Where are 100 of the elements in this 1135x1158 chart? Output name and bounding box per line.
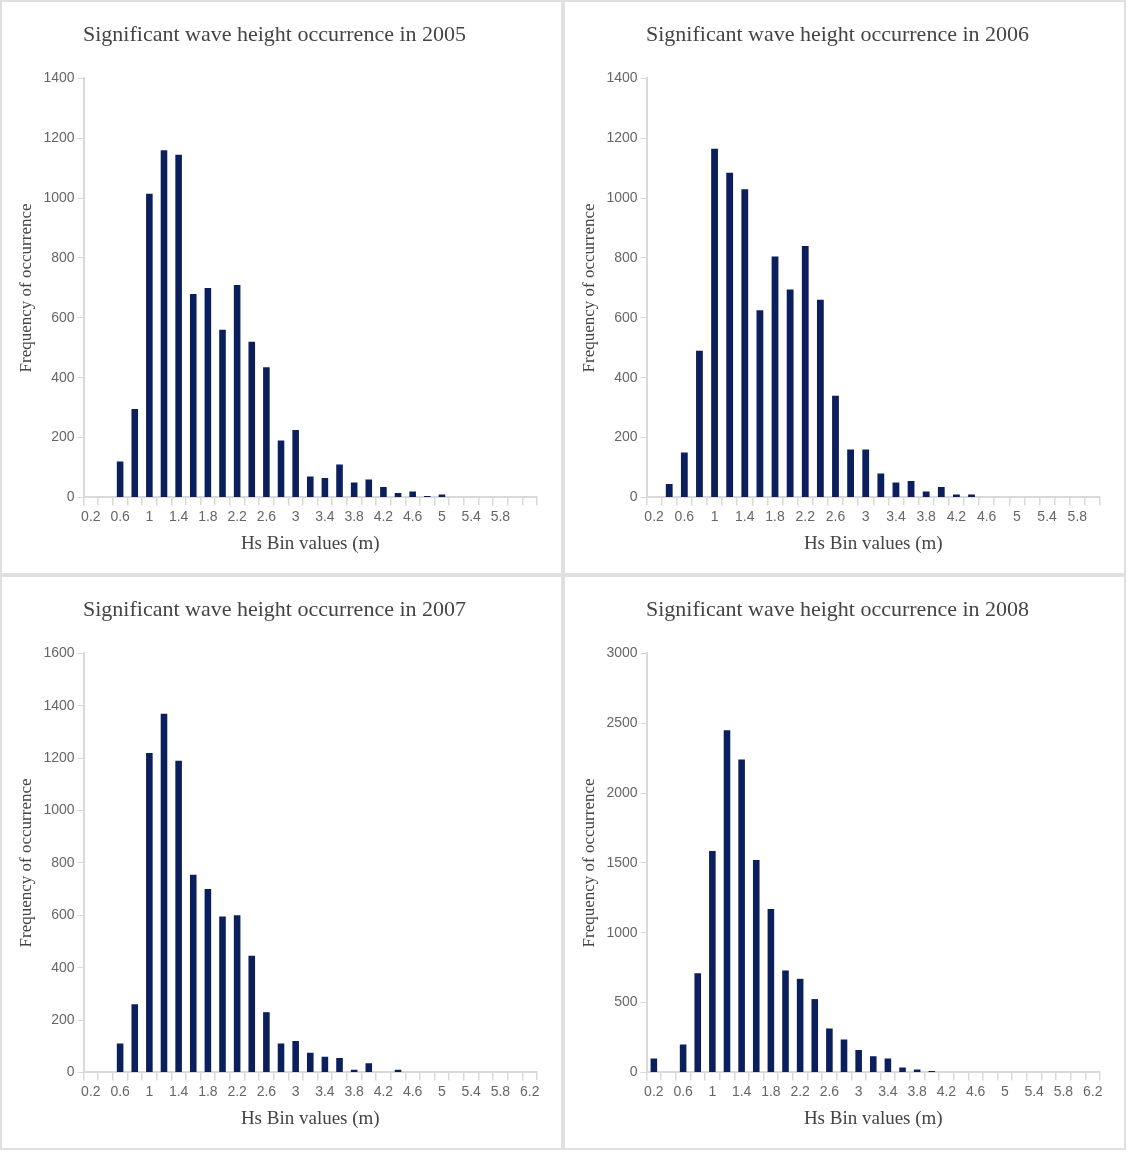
bar: [233, 284, 241, 497]
y-tick-label: 2500: [606, 714, 638, 731]
x-tick-label: 0.2: [81, 1082, 101, 1099]
y-tick-label: 1400: [43, 69, 75, 86]
x-tick-label: 0.6: [674, 507, 695, 524]
x-tick-label: 2.6: [256, 1082, 277, 1099]
x-tick-label: 0.6: [110, 1082, 131, 1099]
x-tick-label: 0.2: [644, 507, 665, 524]
y-tick-label: 1000: [606, 923, 638, 940]
x-axis-title: Hs Bin values (m): [240, 1106, 380, 1129]
x-tick-label: 1.8: [198, 1082, 218, 1099]
bar: [832, 395, 839, 497]
x-tick-label: 4.2: [936, 1082, 957, 1099]
x-tick-label: 4.6: [402, 1082, 423, 1099]
bar: [884, 1058, 892, 1072]
x-tick-label: 1: [145, 1082, 154, 1099]
y-tick-label: 0: [629, 488, 638, 505]
bar: [189, 293, 197, 497]
x-tick-label: 2.6: [825, 507, 846, 524]
x-tick-label: 0.2: [644, 1082, 664, 1099]
x-tick-label: 0.2: [81, 507, 101, 524]
bar: [292, 1040, 299, 1072]
y-tick-label: 1000: [43, 188, 75, 205]
y-tick-label: 800: [614, 248, 638, 265]
y-tick-label: 0: [66, 488, 75, 505]
bar: [365, 1063, 373, 1072]
x-tick-label: 3.8: [916, 507, 937, 524]
x-tick-label: 2.6: [819, 1082, 840, 1099]
bar: [189, 874, 197, 1072]
bar: [365, 479, 373, 497]
bar: [709, 851, 716, 1072]
x-tick-label: 3: [291, 507, 300, 524]
y-tick-label: 600: [51, 308, 75, 325]
bar: [204, 287, 212, 497]
x-tick-label: 1: [145, 507, 154, 524]
bar: [438, 494, 446, 497]
x-axis-title: Hs Bin values (m): [240, 531, 380, 554]
x-tick-label: 2.2: [790, 1082, 811, 1099]
bar: [726, 172, 734, 497]
x-tick-label: 1.4: [735, 507, 755, 524]
bar: [350, 482, 358, 497]
bar: [336, 1058, 343, 1072]
x-tick-label: 6.2: [519, 1082, 540, 1099]
y-tick-label: 200: [51, 1010, 75, 1027]
x-tick-label: 5.8: [490, 1082, 511, 1099]
bar: [816, 299, 824, 497]
bar: [233, 915, 241, 1072]
bar: [782, 970, 789, 1072]
bar: [665, 483, 673, 497]
y-tick-label: 1200: [43, 129, 75, 146]
x-tick-label: 0.6: [110, 507, 131, 524]
x-tick-label: 4.2: [373, 1082, 394, 1099]
bar: [131, 409, 139, 497]
y-tick-label: 1200: [606, 129, 638, 146]
y-tick-label: 1200: [43, 749, 75, 766]
bar: [680, 452, 688, 497]
chart-title: Significant wave height occurrence in 2007: [82, 595, 467, 621]
bar: [786, 289, 794, 497]
bar: [738, 759, 745, 1072]
bar: [696, 350, 703, 497]
x-tick-label: 1.4: [168, 1082, 189, 1099]
bar: [321, 1056, 329, 1072]
y-tick-label: 1400: [43, 696, 75, 713]
y-tick-label: 1000: [606, 188, 638, 205]
x-tick-label: 2.2: [227, 507, 248, 524]
x-tick-label: 4.6: [965, 1082, 986, 1099]
x-tick-label: 6.2: [1082, 1082, 1103, 1099]
x-tick-label: 4.6: [976, 507, 997, 524]
x-tick-label: 3.4: [878, 1082, 898, 1099]
bar: [146, 752, 153, 1072]
bar: [796, 978, 804, 1072]
bar: [877, 473, 885, 497]
y-tick-label: 800: [51, 248, 75, 265]
bar: [263, 367, 270, 497]
y-tick-label: 1600: [43, 644, 75, 661]
bar: [277, 440, 285, 497]
x-tick-label: 5.8: [1053, 1082, 1074, 1099]
x-tick-label: 5.8: [1067, 507, 1088, 524]
y-axis-title: Frequency of occurrence: [15, 778, 35, 948]
bar: [394, 492, 402, 497]
bar: [263, 1012, 270, 1072]
y-tick-label: 200: [51, 428, 75, 445]
bar: [826, 1028, 833, 1072]
x-tick-label: 3.4: [315, 507, 335, 524]
y-tick-label: 0: [66, 1063, 75, 1080]
x-tick-label: 1.8: [765, 507, 785, 524]
x-tick-label: 3.4: [886, 507, 906, 524]
x-tick-label: 3.4: [315, 1082, 335, 1099]
bar: [953, 494, 960, 497]
bar: [321, 477, 329, 497]
y-tick-label: 1500: [606, 853, 638, 870]
bar: [937, 486, 945, 497]
x-tick-label: 1.8: [198, 507, 218, 524]
bar: [306, 476, 314, 497]
bar: [160, 150, 168, 497]
x-tick-label: 5.4: [461, 1082, 482, 1099]
y-tick-label: 3000: [606, 644, 638, 661]
x-tick-label: 5: [438, 507, 447, 524]
bar: [862, 449, 870, 497]
bar: [723, 730, 731, 1072]
